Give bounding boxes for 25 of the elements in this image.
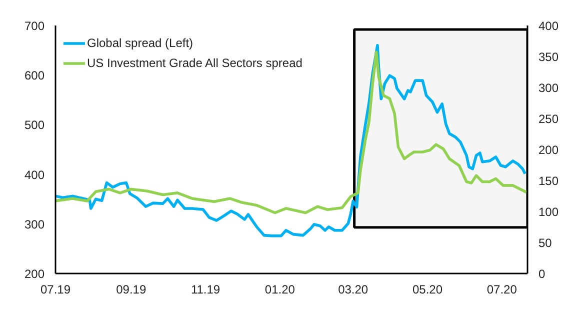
x-tick-label: 03.20 (338, 282, 368, 296)
legend-label: Global spread (Left) (87, 36, 194, 50)
y-tick-label: 500 (24, 118, 45, 132)
legend-label: US Investment Grade All Sectors spread (87, 56, 302, 70)
y-tick-label: 200 (24, 267, 45, 281)
x-tick-label: 07.20 (486, 282, 518, 296)
y2-tick-label: 200 (538, 143, 559, 157)
y-tick-label: 300 (24, 217, 45, 232)
y2-tick-label: 300 (538, 81, 559, 95)
y-tick-label: 700 (24, 19, 45, 33)
x-tick-label: 01.20 (264, 282, 296, 296)
y2-tick-label: 50 (538, 236, 552, 250)
y2-tick-label: 0 (538, 267, 546, 281)
x-tick-label: 07.19 (40, 282, 71, 296)
y2-tick-label: 350 (538, 50, 559, 64)
x-tick-label: 09.19 (116, 282, 146, 296)
y2-tick-label: 150 (538, 174, 559, 188)
y-tick-label: 400 (24, 168, 45, 182)
y2-tick-label: 100 (538, 205, 559, 219)
y2-tick-label: 250 (538, 112, 559, 126)
line-series (56, 50, 528, 214)
y2-tick-label: 400 (538, 19, 559, 33)
x-tick-label: 11.19 (190, 282, 220, 296)
x-tick-label: 05.20 (412, 282, 443, 296)
y-tick-label: 600 (24, 68, 45, 83)
